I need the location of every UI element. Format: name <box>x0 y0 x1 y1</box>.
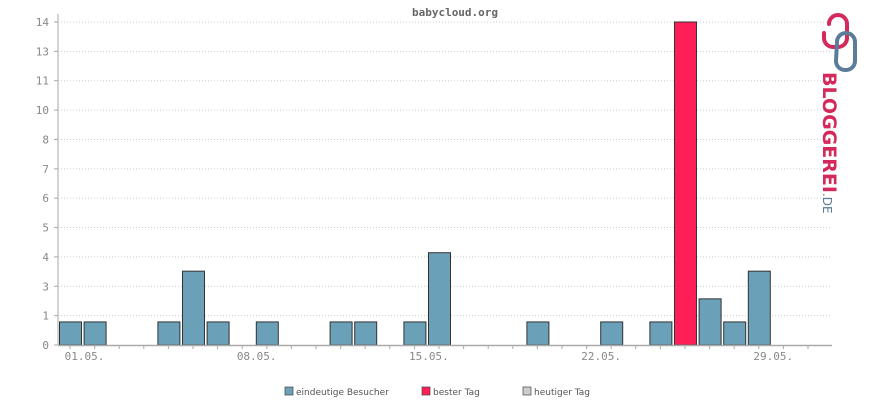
y-tick-label: 3 <box>42 280 49 293</box>
y-tick-label: 10 <box>36 104 49 117</box>
bar-visitors <box>747 270 771 346</box>
bar-visitors <box>354 321 378 346</box>
y-tick-label: 5 <box>42 222 49 235</box>
bar-visitors <box>428 252 451 346</box>
legend-swatch <box>284 386 294 396</box>
y-tick-label: 6 <box>42 192 49 205</box>
axes <box>57 14 832 347</box>
bar-visitors <box>403 321 427 346</box>
bars <box>59 21 771 346</box>
y-tick-label: 8 <box>42 133 49 146</box>
logo-suffix: .DE <box>820 193 834 214</box>
bar-best-day <box>674 21 697 346</box>
x-axis-ticks: 01.05. 08.05. 15.05. 22.05. 29.05. <box>65 345 809 363</box>
bar-visitors <box>255 321 279 346</box>
y-tick-label: 11 <box>36 75 49 88</box>
bloggerei-logo: BLOGGEREI.DE <box>818 13 857 214</box>
x-tick-label: 15.05. <box>409 350 449 363</box>
bar-visitors <box>157 321 181 346</box>
logo-icon <box>822 13 857 72</box>
bar-visitors <box>329 321 353 346</box>
legend-swatch <box>522 386 532 396</box>
legend: eindeutige Besucher bester Tag heutiger Ta… <box>284 386 590 398</box>
y-tick-label: 13 <box>36 45 49 58</box>
legend-label: heutiger Tag <box>534 388 590 398</box>
bar-visitors <box>182 270 205 346</box>
legend-label: eindeutige Besucher <box>296 388 389 398</box>
chart-title: babycloud.org <box>412 6 498 19</box>
bar-visitors <box>649 321 673 346</box>
y-tick-label: 4 <box>42 251 49 264</box>
y-tick-label: 1 <box>42 310 49 323</box>
logo-name: BLOGGEREI <box>818 72 840 193</box>
bar-visitors <box>723 321 747 346</box>
y-tick-label: 0 <box>42 339 49 352</box>
bar-visitors <box>206 321 230 346</box>
bar-visitors <box>600 321 624 346</box>
logo-wordmark: BLOGGEREI.DE <box>818 72 840 214</box>
x-tick-label: 01.05. <box>65 350 105 363</box>
x-tick-label: 29.05. <box>753 350 793 363</box>
y-tick-label: 7 <box>42 163 49 176</box>
legend-swatch <box>421 386 431 396</box>
x-tick-label: 08.05. <box>237 350 277 363</box>
bar-visitors <box>59 321 82 346</box>
legend-label: bester Tag <box>433 388 480 398</box>
y-tick-label: 14 <box>36 16 50 29</box>
bar-visitors <box>83 321 107 346</box>
x-tick-label: 22.05. <box>581 350 621 363</box>
bar-visitors <box>526 321 550 346</box>
bar-visitors <box>698 298 722 346</box>
